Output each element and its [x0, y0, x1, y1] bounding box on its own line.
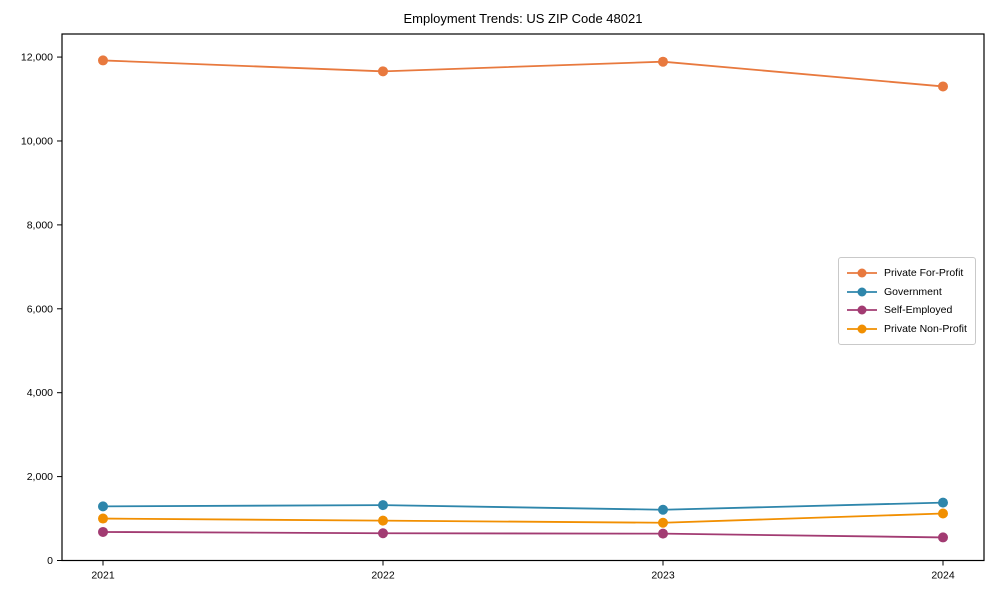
legend-item: Self-Employed — [847, 301, 967, 320]
legend-marker-icon — [847, 305, 877, 315]
series-line-self-employed — [102, 531, 944, 539]
y-axis-tick-label: 0 — [47, 555, 53, 567]
legend-item: Government — [847, 283, 967, 302]
series-line-private-for-profit — [102, 59, 944, 88]
y-axis-tick-label: 10,000 — [21, 135, 53, 147]
data-point-marker — [938, 497, 948, 508]
series-line-government — [102, 501, 944, 511]
data-point-marker — [378, 500, 388, 511]
data-point-marker — [938, 81, 948, 92]
data-point-marker — [98, 501, 108, 512]
chart-legend: Private For-Profit Government Self-Employe… — [838, 257, 976, 345]
data-point-marker — [98, 526, 108, 537]
x-axis-tick-label: 2021 — [91, 570, 115, 582]
x-axis-tick-label: 2022 — [371, 570, 395, 582]
y-axis-tick-label: 8,000 — [27, 219, 53, 231]
legend-marker-icon — [847, 287, 877, 297]
legend-item: Private Non-Profit — [847, 320, 967, 339]
y-axis-tick-label: 12,000 — [21, 52, 53, 64]
data-point-marker — [658, 56, 668, 67]
y-axis-tick-label: 4,000 — [27, 387, 53, 399]
data-point-marker — [658, 528, 668, 539]
data-point-marker — [98, 55, 108, 66]
legend-marker-icon — [847, 324, 877, 334]
data-point-marker — [98, 513, 108, 524]
data-point-marker — [378, 515, 388, 526]
legend-label: Government — [884, 285, 942, 298]
data-point-marker — [378, 528, 388, 539]
y-axis-tick-label: 6,000 — [27, 303, 53, 315]
legend-label: Self-Employed — [884, 304, 953, 317]
data-point-marker — [938, 532, 948, 543]
legend-item: Private For-Profit — [847, 264, 967, 283]
legend-label: Private Non-Profit — [884, 322, 967, 335]
x-axis-tick-label: 2023 — [651, 570, 675, 582]
data-point-marker — [378, 66, 388, 77]
data-point-marker — [658, 517, 668, 528]
legend-marker-icon — [847, 268, 877, 278]
y-axis-tick-label: 2,000 — [27, 471, 53, 483]
series-line-private-non-profit — [102, 512, 944, 524]
data-point-marker — [658, 504, 668, 515]
legend-label: Private For-Profit — [884, 267, 964, 280]
data-point-marker — [938, 508, 948, 519]
chart-title: Employment Trends: US ZIP Code 48021 — [403, 11, 643, 26]
plot-frame — [61, 33, 985, 562]
x-axis-tick-label: 2024 — [931, 570, 955, 582]
